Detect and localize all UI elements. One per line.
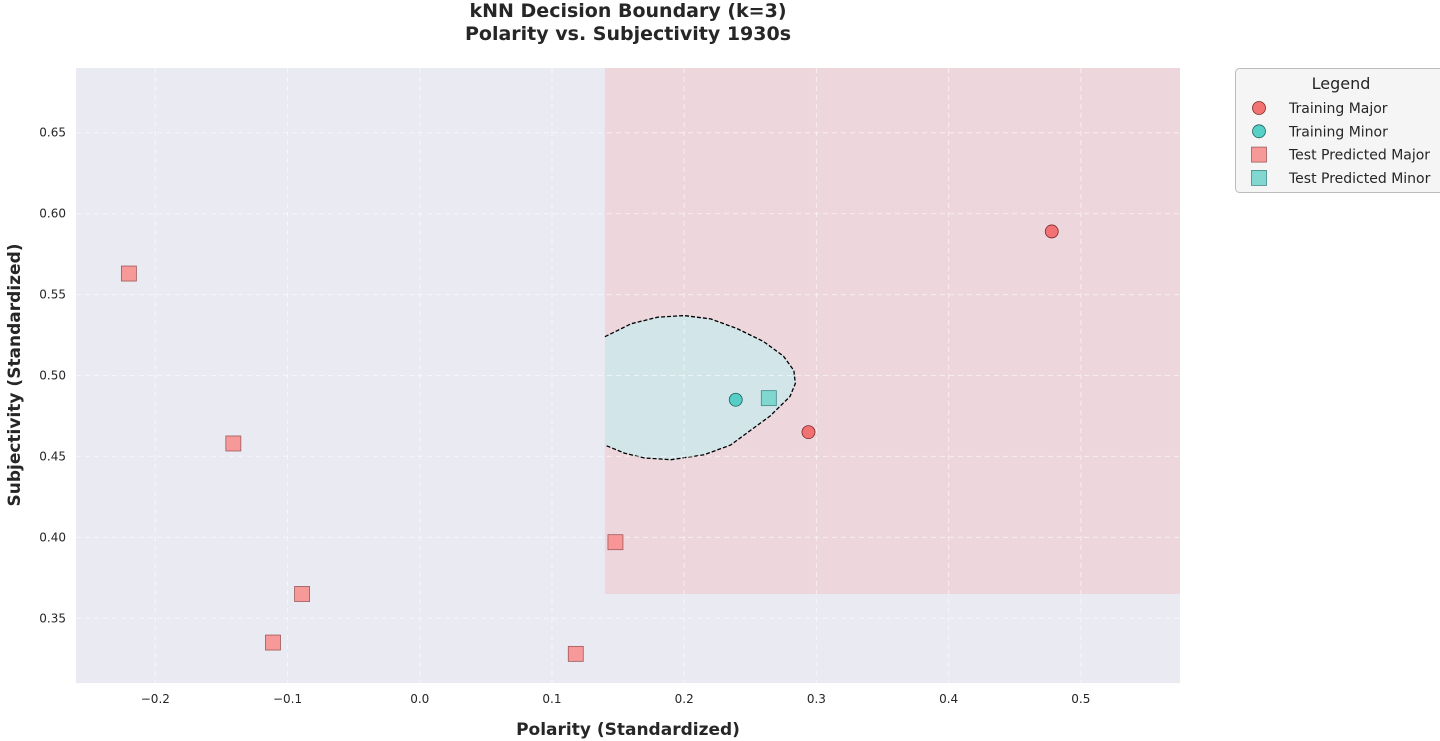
y-tick-label: 0.60 [39, 207, 66, 221]
data-point [760, 390, 777, 407]
data-point [1044, 224, 1059, 239]
legend-marker [1251, 169, 1267, 186]
series-test-predicted-minor [760, 390, 777, 407]
data-point [801, 425, 816, 440]
x-tick-label: 0.2 [675, 692, 694, 706]
data-point [607, 534, 624, 551]
legend-box [1235, 68, 1440, 193]
x-axis-label: Polarity (Standardized) [516, 720, 740, 740]
data-point [567, 645, 584, 662]
y-tick-label: 0.50 [39, 369, 66, 383]
x-tick-label: −0.1 [273, 692, 302, 706]
data-point [294, 586, 310, 602]
legend: Legend Training Major Training Minor Test P… [1235, 68, 1440, 193]
series-test-predicted-major [120, 265, 624, 662]
legend-label: Training Major [1288, 101, 1388, 117]
decision-region-minor [604, 315, 796, 460]
data-point [728, 392, 743, 407]
y-tick-label: 0.45 [39, 449, 66, 463]
data-point [225, 435, 242, 452]
legend-label: Training Minor [1288, 124, 1388, 140]
series-training-major [801, 224, 1059, 440]
legend-marker [1252, 101, 1266, 115]
y-tick-label: 0.35 [39, 611, 66, 625]
legend-title: Legend [1312, 74, 1371, 93]
plot-area: −0.2 −0.1 0.0 0.1 0.2 0.3 0.4 0.5 0.35 0.40 0.45 0.… [39, 68, 1180, 706]
chart-subtitle: Polarity vs. Subjectivity 1930s [465, 23, 791, 45]
x-tick-label: −0.2 [141, 692, 170, 706]
legend-label: Test Predicted Major [1288, 148, 1430, 164]
x-tick-label: 0.0 [410, 692, 429, 706]
chart-title: kNN Decision Boundary (k=3) [469, 0, 786, 22]
x-tick-label: 0.1 [542, 692, 561, 706]
y-tick-label: 0.40 [39, 530, 66, 544]
grid-lines [76, 68, 1180, 683]
series-training-minor [728, 392, 743, 407]
data-point [120, 265, 137, 282]
legend-label: Test Predicted Minor [1288, 171, 1431, 187]
legend-marker [1252, 124, 1266, 139]
y-tick-label: 0.55 [39, 288, 66, 302]
y-tick-label: 0.65 [39, 126, 66, 140]
x-tick-label: 0.3 [807, 692, 826, 706]
data-point [265, 634, 281, 651]
x-tick-label: 0.4 [939, 692, 958, 706]
y-axis-label: Subjectivity (Standardized) [5, 243, 25, 506]
decision-boundary-line [604, 314, 796, 461]
x-tick-label: 0.5 [1071, 692, 1090, 706]
legend-marker [1251, 146, 1267, 163]
